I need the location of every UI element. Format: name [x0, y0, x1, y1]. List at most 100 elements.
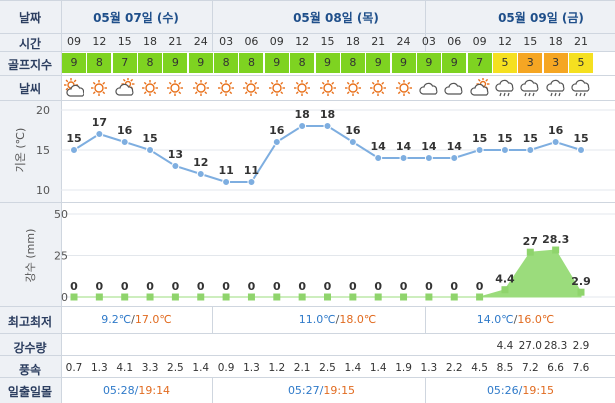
rain-point [476, 293, 484, 301]
rain-point [121, 293, 129, 301]
rain-label: 4.4 [495, 273, 515, 286]
max-temp: 18.0℃ [339, 313, 377, 326]
temperature-label: 15 [497, 132, 512, 145]
wind-speed-cell: 2.5 [319, 362, 336, 374]
time-cell: 12 [92, 35, 107, 48]
golf-index-cell: 8 [138, 53, 163, 73]
temperature-point [298, 122, 307, 130]
minmax-day-3: 14.0℃/16.0℃ [476, 313, 555, 326]
label-time: 시간 [18, 37, 42, 51]
rain-amount-cell: 4.4 [496, 340, 514, 352]
rain-label: 0 [121, 280, 129, 293]
temperature-point [374, 154, 383, 162]
min-temp: 14.0℃ [476, 313, 514, 326]
golf-index-cell: 9 [442, 53, 467, 73]
sun-icon [87, 77, 112, 99]
rain-point [247, 293, 255, 301]
rain-amount-cell: 27.0 [518, 340, 542, 352]
wind-speed-cell: 4.1 [116, 362, 134, 374]
sunrise-time: 05:27 [287, 384, 320, 397]
rain-amount-cell: 2.9 [572, 340, 590, 352]
time-cell: 03 [219, 35, 234, 48]
sun-icon [315, 77, 340, 99]
wind-speed-cell: 4.5 [471, 362, 488, 374]
temperature-point [222, 178, 231, 186]
rain-icon [569, 77, 594, 99]
partly-cloudy-icon [112, 77, 137, 99]
wind-speed-cell: 3.3 [141, 362, 159, 374]
temperature-point [475, 146, 484, 154]
temperature-point [551, 138, 560, 146]
sun-icon [214, 77, 239, 99]
time-cell: 09 [269, 35, 284, 48]
minmax-day-1: 9.2℃/17.0℃ [101, 313, 172, 326]
partly-sunny-icon [62, 77, 87, 99]
sun-icon [163, 77, 188, 99]
golf-index-cell: 8 [87, 53, 112, 73]
rain-point [324, 293, 331, 301]
max-temp: 17.0℃ [134, 313, 172, 326]
time-cell: 24 [193, 35, 208, 48]
y-tick-label: 50 [54, 208, 68, 221]
y-tick-label: 10 [36, 184, 50, 197]
time-cell: 18 [345, 35, 360, 48]
temperature-label: 16 [548, 124, 564, 137]
time-cell: 21 [371, 35, 386, 48]
rain-label: 0 [349, 280, 357, 293]
golf-index-cell: 9 [188, 53, 213, 73]
wind-speed-cell: 1.3 [420, 362, 438, 374]
max-temp: 16.0℃ [517, 313, 555, 326]
y-tick-label: 25 [54, 250, 68, 263]
sun-icon [340, 77, 365, 99]
rain-label: 0 [273, 280, 281, 293]
time-cell: 12 [497, 35, 512, 48]
golf-index-cell: 9 [163, 53, 188, 73]
time-cell: 18 [548, 35, 563, 48]
temperature-label: 12 [193, 156, 208, 169]
temperature-label: 15 [523, 132, 538, 145]
sun-day-1: 05:28/19:14 [102, 384, 171, 397]
temperature-label: 15 [66, 132, 81, 145]
wind-speed-cell: 1.4 [369, 362, 387, 374]
temperature-label: 14 [421, 140, 437, 153]
wind-speed-cell: 2.2 [445, 362, 463, 374]
temperature-label: 15 [573, 132, 588, 145]
rain-point [374, 293, 382, 301]
wind-speed-cell: 0.9 [217, 362, 235, 374]
wind-speed-cell: 1.4 [344, 362, 362, 374]
rain-point [273, 293, 281, 301]
time-cell: 15 [320, 35, 335, 48]
rain-label: 0 [70, 280, 78, 293]
label-date: 날짜 [18, 11, 42, 25]
golf-index-cell: 5 [492, 53, 517, 73]
date-row-bg [61, 0, 615, 33]
rain-label: 28.3 [542, 233, 569, 246]
rain-icon [518, 77, 543, 99]
rain-point [95, 293, 103, 301]
label-golf-index: 골프지수 [7, 58, 53, 72]
date-day-3: 05월 09일 (금) [498, 11, 584, 25]
sun-icon [264, 77, 289, 99]
sun-icon [290, 77, 315, 99]
rain-label: 0 [400, 280, 408, 293]
rain-label: 0 [248, 280, 256, 293]
rain-label: 0 [146, 280, 154, 293]
min-temp: 9.2℃ [101, 313, 132, 326]
rain-point [501, 286, 509, 294]
rain-point [552, 246, 560, 254]
rain-label: 0 [197, 280, 205, 293]
time-cell: 15 [117, 35, 132, 48]
wind-speed-cell: 1.3 [90, 362, 108, 374]
row-header-column [0, 0, 61, 403]
golf-index-cell: 5 [569, 53, 593, 73]
sun-icon [188, 77, 213, 99]
temperature-label: 14 [447, 140, 463, 153]
rain-point [425, 293, 433, 301]
temperature-point [146, 146, 155, 154]
rain-label: 0 [96, 280, 104, 293]
temperature-point [323, 122, 332, 130]
date-day-1: 05월 07일 (수) [93, 11, 179, 25]
sun-icon [239, 77, 264, 99]
temperature-label: 11 [218, 164, 233, 177]
